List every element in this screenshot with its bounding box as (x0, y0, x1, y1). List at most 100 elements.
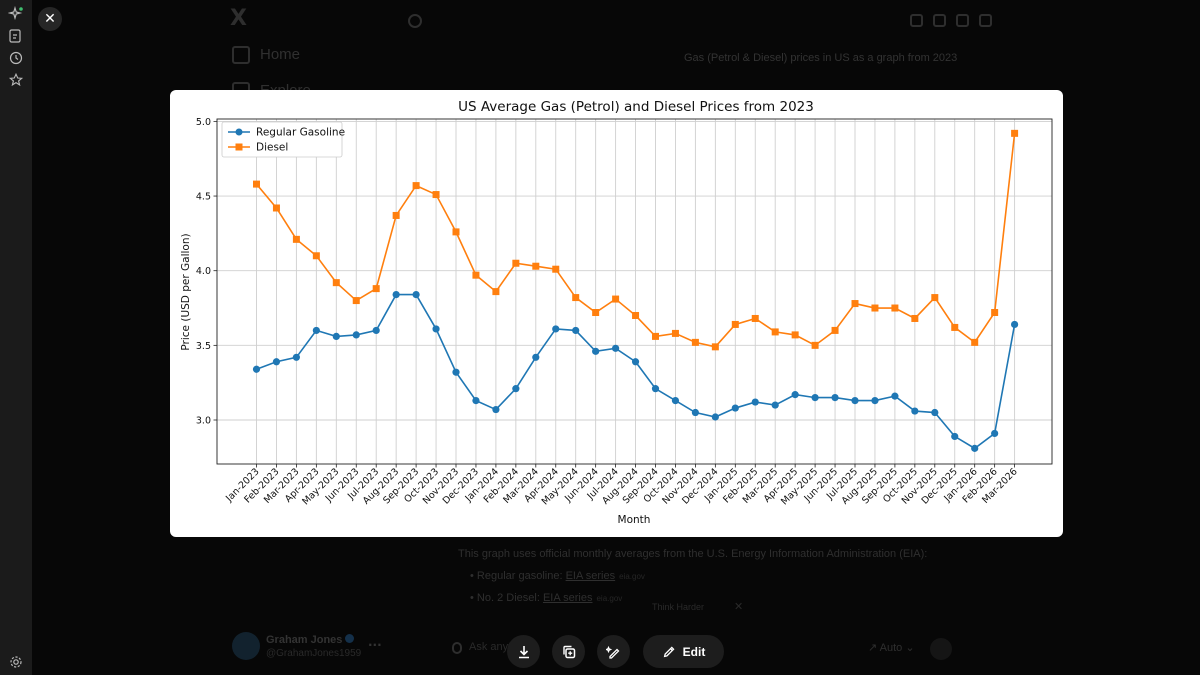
data-point-gasoline (612, 344, 620, 352)
data-point-gasoline (352, 331, 360, 339)
y-ticks: 3.0 3.5 4.0 4.5 5.0 (196, 117, 217, 427)
data-point-gasoline (392, 290, 400, 299)
data-point-diesel (731, 320, 739, 328)
data-point-gasoline (831, 394, 839, 402)
data-point-diesel (432, 191, 440, 199)
left-icon-rail (0, 0, 32, 675)
mode-selector[interactable]: ↗ Auto ⌄ (868, 642, 915, 654)
data-point-diesel (791, 331, 799, 339)
x-ticks: Jan-2023Feb-2023Mar-2023Apr-2023May-2023… (223, 464, 1020, 507)
share-icon[interactable] (910, 14, 923, 27)
data-point-diesel (991, 309, 999, 317)
sparkle-icon[interactable] (8, 6, 24, 22)
y-tick-label: 3.0 (196, 416, 211, 427)
data-point-diesel (532, 262, 540, 270)
data-point-gasoline (871, 396, 879, 405)
data-point-diesel (372, 285, 380, 293)
compose-icon[interactable] (979, 14, 992, 27)
avatar[interactable] (232, 632, 260, 660)
data-point-gasoline (711, 413, 719, 421)
data-point-gasoline (332, 332, 340, 340)
data-point-gasoline (532, 353, 540, 361)
y-axis-label: Price (USD per Gallon) (180, 233, 192, 350)
plot-frame (216, 118, 1053, 465)
data-point-gasoline (791, 391, 799, 399)
more-icon[interactable]: ··· (368, 638, 382, 652)
data-point-diesel (1011, 129, 1019, 137)
data-point-gasoline (452, 368, 460, 376)
x-logo: X (230, 6, 247, 31)
data-point-gasoline (372, 326, 380, 335)
data-point-diesel (632, 311, 640, 319)
data-point-diesel (472, 271, 480, 279)
home-icon (232, 46, 250, 64)
source-tag: eia.gov (619, 572, 645, 581)
source-link[interactable]: EIA series (565, 570, 616, 582)
data-point-gasoline (272, 358, 281, 366)
chart-grid (217, 119, 1052, 464)
user-handle: @GrahamJones1959 (266, 648, 362, 659)
y-tick-label: 4.5 (196, 192, 211, 203)
data-point-gasoline (252, 365, 261, 373)
data-point-diesel (652, 332, 659, 340)
data-point-diesel (592, 309, 600, 317)
star-icon[interactable] (8, 72, 24, 88)
data-point-gasoline (971, 444, 979, 452)
data-point-diesel (671, 329, 679, 337)
data-point-gasoline (512, 385, 520, 393)
history-icon[interactable] (956, 14, 969, 27)
data-point-gasoline (751, 398, 759, 406)
data-point-gasoline (691, 408, 700, 417)
close-viewer-button[interactable]: ✕ (38, 7, 62, 31)
data-point-diesel (931, 294, 939, 302)
source-item: • Regular gasoline: EIA series eia.gov (470, 570, 645, 582)
close-icon[interactable]: ✕ (734, 600, 744, 613)
data-point-diesel (253, 180, 260, 188)
data-point-diesel (512, 259, 520, 267)
data-point-diesel (452, 228, 460, 236)
data-point-diesel (911, 314, 919, 322)
nav-home[interactable]: Home (260, 46, 301, 63)
data-point-gasoline (631, 358, 640, 366)
chart-legend: Regular Gasoline Diesel (221, 121, 345, 158)
settings-gear-icon[interactable] (8, 654, 24, 670)
y-tick-label: 4.0 (196, 266, 211, 277)
edit-button[interactable]: Edit (643, 635, 724, 668)
generate-button[interactable] (597, 635, 630, 668)
data-point-gasoline (931, 408, 939, 417)
bookmark-icon[interactable] (933, 14, 946, 27)
attach-icon[interactable] (452, 642, 462, 654)
pencil-icon (663, 646, 675, 657)
chart-series (252, 129, 1019, 452)
edit-label: Edit (682, 644, 706, 659)
data-point-gasoline (731, 404, 739, 412)
data-point-gasoline (312, 326, 320, 335)
data-point-diesel (492, 288, 500, 296)
sparkle-pen-icon (605, 645, 619, 659)
legend-marker-diesel (235, 143, 243, 151)
voice-icon[interactable] (930, 638, 952, 660)
download-button[interactable] (507, 635, 540, 668)
think-harder-chip[interactable]: Think Harder (652, 602, 705, 612)
data-point-diesel (312, 252, 320, 260)
data-point-gasoline (432, 325, 440, 333)
data-point-diesel (811, 341, 819, 349)
copy-button[interactable] (552, 635, 585, 668)
history-icon[interactable] (8, 50, 24, 66)
data-point-diesel (272, 204, 280, 212)
data-point-diesel (412, 182, 420, 190)
data-point-gasoline (891, 392, 899, 400)
data-point-gasoline (292, 353, 300, 361)
source-link[interactable]: EIA series (542, 592, 593, 604)
copy-icon (562, 645, 575, 658)
data-point-diesel (851, 300, 859, 308)
data-point-diesel (891, 304, 899, 312)
verified-badge-icon (345, 634, 355, 643)
data-point-gasoline (991, 429, 999, 438)
data-point-diesel (711, 343, 719, 351)
new-chat-icon[interactable] (8, 28, 24, 44)
user-name: Graham Jones (266, 634, 355, 646)
y-tick-label: 3.5 (196, 341, 211, 352)
data-point-gasoline (412, 290, 420, 299)
source-item: • No. 2 Diesel: EIA series eia.gov (470, 592, 623, 604)
